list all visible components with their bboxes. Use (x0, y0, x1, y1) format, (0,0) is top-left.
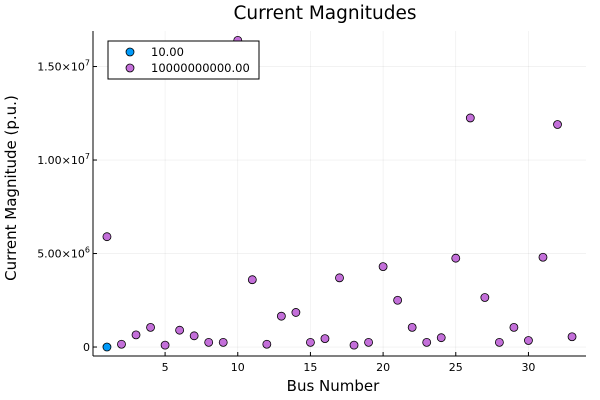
data-point (146, 322, 155, 332)
data-point (465, 113, 475, 123)
data-point (102, 342, 112, 352)
data-point (524, 336, 533, 345)
data-point (218, 337, 228, 347)
legend-box (107, 40, 260, 80)
data-point (553, 120, 562, 129)
data-point (189, 331, 199, 341)
y-tick-label: 1.50×107 (37, 59, 90, 74)
data-point (320, 334, 330, 344)
data-point (262, 339, 272, 349)
x-tick-label: 5 (162, 361, 169, 374)
legend-marker (125, 47, 135, 57)
x-tick-label: 10 (231, 361, 245, 374)
data-point (567, 332, 577, 342)
grid (93, 31, 586, 356)
y-tick-label: 0 (83, 341, 90, 354)
legend-marker (125, 63, 135, 73)
y-tick-label: 5.00×106 (37, 246, 90, 261)
data-point (494, 337, 504, 347)
data-point (407, 322, 417, 332)
data-points (102, 35, 577, 352)
y-ticks: 0 5.00×106 1.00×107 1.50×107 (37, 59, 97, 354)
data-point (538, 252, 548, 262)
data-point (102, 232, 112, 242)
x-tick-label: 20 (376, 361, 390, 374)
data-point (451, 253, 461, 263)
data-point (480, 293, 490, 302)
data-point (364, 337, 373, 347)
data-point (117, 339, 126, 349)
data-point (175, 325, 185, 335)
data-point (131, 330, 141, 340)
y-axis-label: Current Magnitude (p.u.) (2, 95, 20, 281)
x-axis-label: Bus Number (287, 377, 380, 395)
legend-label: 10000000000.00 (151, 61, 250, 75)
chart-title: Current Magnitudes (233, 3, 416, 24)
data-point (204, 337, 214, 347)
data-point (436, 333, 446, 343)
x-tick-label: 25 (449, 361, 463, 374)
data-point (306, 337, 315, 347)
data-point (378, 262, 388, 272)
legend-label: 10.00 (151, 45, 184, 59)
data-point (276, 311, 286, 321)
data-point (349, 340, 359, 350)
axes (92, 31, 586, 357)
data-point (247, 275, 257, 285)
legend: 10.00 10000000000.00 (107, 40, 260, 80)
data-point (393, 295, 403, 305)
x-tick-label: 15 (303, 361, 317, 374)
y-tick-label: 1.00×107 (37, 152, 90, 167)
x-ticks: 5 10 15 20 25 30 (162, 352, 535, 374)
data-point (509, 322, 519, 332)
data-point (291, 308, 301, 317)
data-point (422, 337, 432, 347)
x-tick-label: 30 (521, 361, 535, 374)
data-point (335, 273, 344, 283)
data-point (160, 340, 170, 350)
